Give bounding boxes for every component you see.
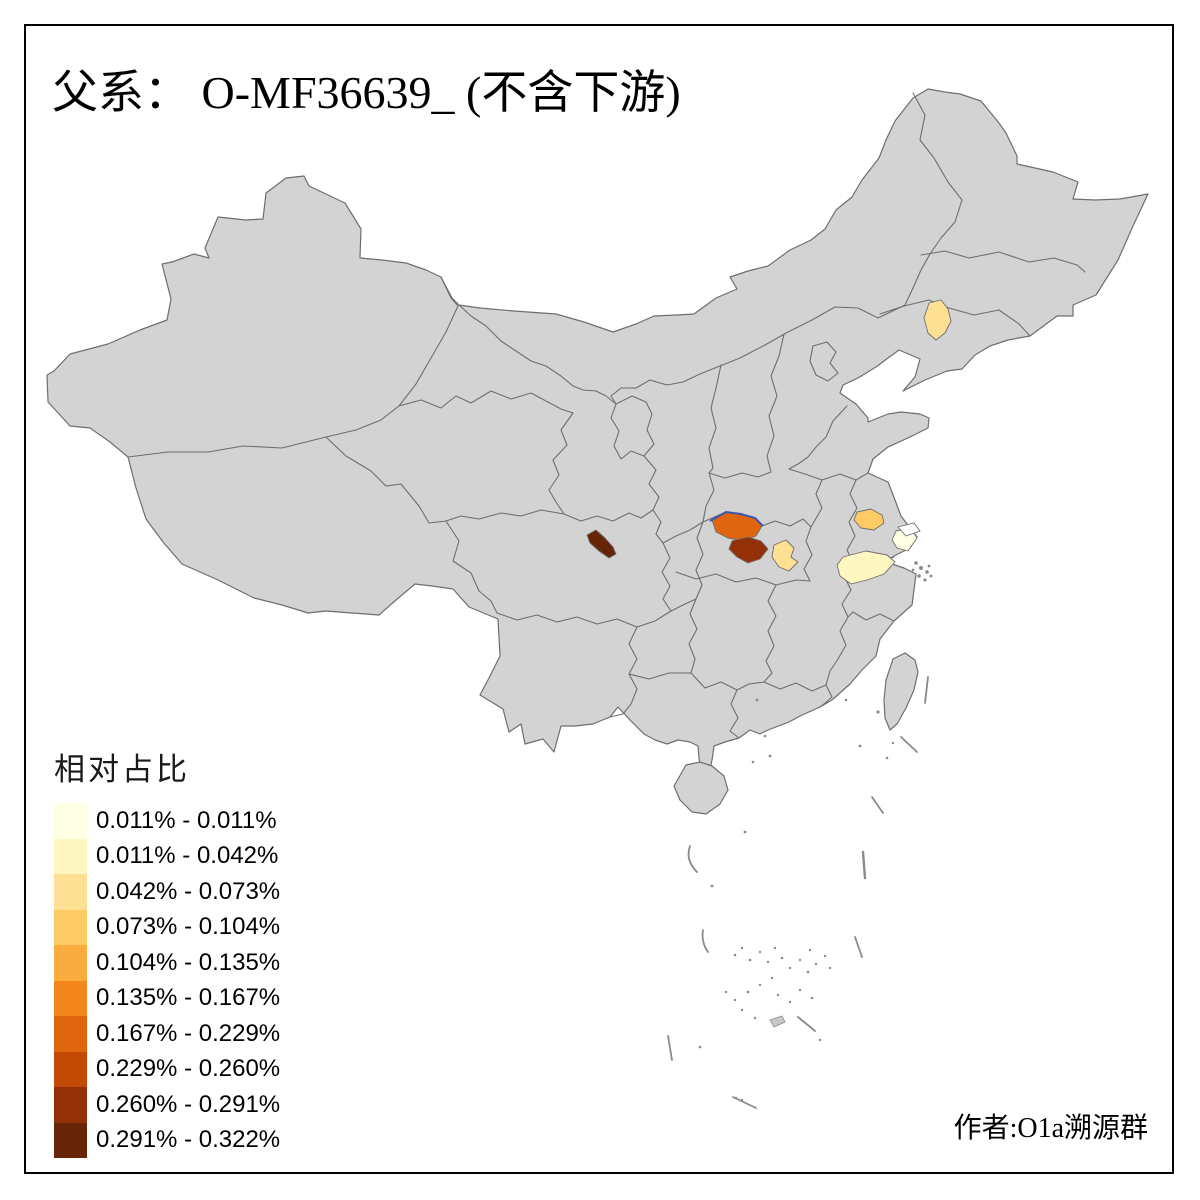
highlighted-regions [586, 299, 952, 585]
island-specks [698, 561, 933, 1102]
legend-color-swatch [54, 1051, 87, 1087]
legend-range-label: 0.229% - 0.260% [96, 1055, 281, 1083]
legend-color-swatch [54, 803, 87, 839]
legend-row: 0.260% - 0.291% [54, 1087, 280, 1123]
region-sichuan-central [586, 529, 617, 559]
map-landmass [46, 88, 1149, 815]
legend-title: 相对占比 [54, 752, 190, 787]
legend-rows: 0.011% - 0.011% 0.011% - 0.042% 0.042% -… [54, 803, 280, 1158]
legend-row: 0.229% - 0.260% [54, 1051, 281, 1087]
legend-row: 0.011% - 0.011% [54, 803, 280, 839]
legend-row: 0.011% - 0.042% [54, 838, 280, 874]
legend-color-swatch [54, 1016, 87, 1052]
river-line [709, 510, 764, 527]
legend-row: 0.042% - 0.073% [54, 874, 280, 910]
region-hubei-central [728, 536, 769, 564]
region-jiangsu-central [853, 508, 885, 531]
legend-color-swatch [54, 874, 87, 910]
dash-line-segments [667, 676, 929, 1109]
region-zhejiang-north [836, 550, 896, 585]
legend-range-label: 0.260% - 0.291% [96, 1090, 281, 1118]
hainan-island [673, 761, 729, 815]
legend-range-label: 0.073% - 0.104% [96, 913, 281, 941]
taiwan-island [883, 652, 919, 731]
legend-range-label: 0.167% - 0.229% [96, 1019, 281, 1047]
legend-color-swatch [54, 945, 87, 981]
region-hubei-east [771, 539, 799, 572]
province-borders [127, 92, 1086, 739]
legend-color-swatch [54, 1087, 87, 1123]
legend-row: 0.291% - 0.322% [54, 1122, 281, 1158]
region-liaoning-central [923, 299, 952, 341]
legend-row: 0.135% - 0.167% [54, 980, 281, 1016]
map-legend: 相对占比 0.011% - 0.011% 0.011% - 0.042% 0.0… [54, 744, 280, 1158]
legend-row: 0.167% - 0.229% [54, 1016, 280, 1052]
legend-range-label: 0.135% - 0.167% [96, 984, 281, 1012]
legend-row: 0.073% - 0.104% [54, 909, 281, 945]
page-title: 父系： O-MF36639_ (不含下游) [52, 67, 681, 118]
legend-range-label: 0.011% - 0.011% [96, 806, 277, 834]
legend-row: 0.104% - 0.135% [54, 945, 280, 981]
legend-range-label: 0.042% - 0.073% [96, 877, 281, 905]
legend-range-label: 0.104% - 0.135% [96, 948, 281, 976]
chongming-island [897, 522, 921, 537]
figure-frame [24, 24, 1174, 1174]
mainland-outline [46, 88, 1149, 771]
legend-color-swatch [54, 1122, 87, 1158]
legend-range-label: 0.011% - 0.042% [96, 842, 279, 870]
legend-color-swatch [54, 909, 87, 945]
legend-color-swatch [54, 838, 87, 874]
legend-range-label: 0.291% - 0.322% [96, 1126, 281, 1154]
legend-color-swatch [54, 980, 87, 1016]
author-credit: 作者:O1a溯源群 [953, 1113, 1148, 1144]
